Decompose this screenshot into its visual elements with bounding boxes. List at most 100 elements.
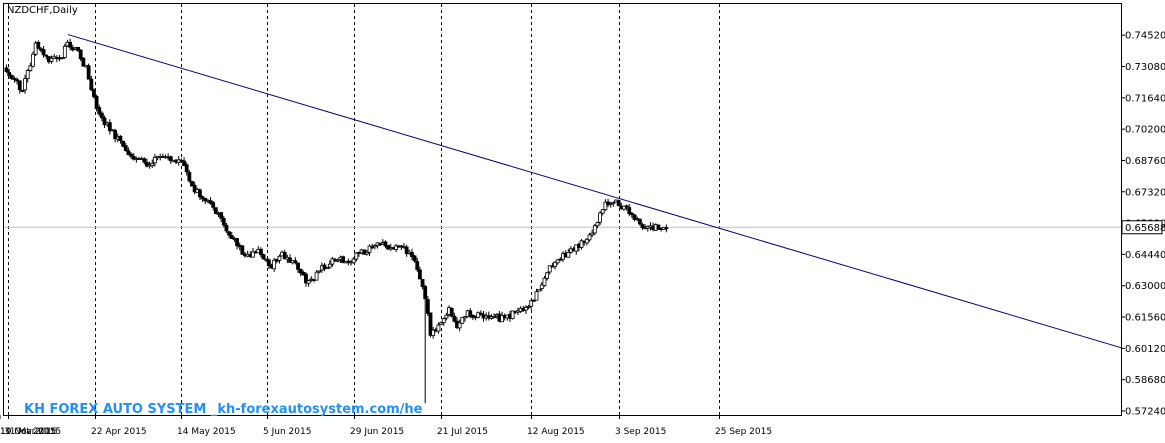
candle	[547, 265, 552, 275]
candle-body	[12, 78, 17, 80]
candle	[298, 268, 303, 277]
candle-body	[258, 248, 263, 255]
candle-body	[92, 89, 96, 98]
candle-body	[595, 222, 600, 227]
candle-body	[529, 300, 534, 307]
candle	[500, 311, 504, 323]
candle	[444, 312, 449, 321]
candle	[425, 296, 430, 317]
candle	[277, 254, 282, 264]
candle-body	[266, 259, 271, 267]
candle-body	[298, 268, 303, 274]
candle	[306, 279, 311, 287]
candle	[219, 212, 224, 223]
candle-body	[224, 224, 229, 232]
candle	[603, 199, 608, 212]
candle-body	[534, 291, 539, 301]
candle-body	[364, 251, 369, 255]
candle-body	[23, 78, 27, 91]
candle-body	[637, 218, 642, 225]
candle	[553, 260, 557, 270]
candle	[152, 154, 157, 167]
candle-body	[444, 314, 449, 319]
candle-body	[587, 234, 592, 241]
candle	[415, 257, 420, 272]
candle-body	[33, 42, 38, 55]
candle-body	[113, 130, 118, 140]
candle	[31, 51, 35, 68]
candle-body	[277, 255, 282, 261]
candle-body	[17, 80, 22, 91]
candle	[92, 88, 96, 99]
candle	[60, 56, 65, 60]
candle-body	[415, 261, 420, 271]
candle	[616, 199, 621, 207]
candle	[301, 270, 306, 276]
candle-body	[36, 42, 41, 49]
candle-body	[423, 286, 428, 300]
candle-body	[412, 255, 417, 262]
candle	[17, 80, 22, 94]
y-tick-label: 0.67320	[1125, 187, 1165, 198]
candle	[9, 74, 14, 81]
candle-body	[184, 164, 189, 173]
y-tick-label: 0.70200	[1125, 125, 1165, 136]
candle	[423, 284, 428, 404]
candle-body	[478, 312, 483, 315]
candle	[97, 104, 102, 117]
trendline[interactable]	[67, 34, 1122, 349]
candle-body	[317, 270, 322, 273]
candle	[190, 180, 194, 187]
candle-body	[664, 227, 669, 230]
x-tick-label: 5 Jun 2015	[263, 427, 311, 437]
candle-body	[545, 272, 549, 279]
candle-body	[476, 312, 481, 318]
candle	[476, 311, 481, 318]
candle	[240, 245, 245, 255]
candle	[410, 248, 414, 261]
candle	[452, 312, 457, 323]
candle	[622, 205, 626, 211]
x-tick-label: 31 Mar 2015	[4, 427, 61, 437]
candle-body	[656, 224, 661, 230]
candle-body	[600, 209, 605, 214]
candle	[317, 270, 322, 274]
candle	[457, 319, 462, 332]
candle-body	[62, 45, 67, 58]
candle	[184, 162, 189, 176]
candle	[404, 244, 409, 257]
candle-body	[49, 57, 54, 62]
candle-body	[142, 158, 147, 163]
candle-body	[616, 200, 621, 206]
candle	[354, 252, 359, 262]
candle	[192, 181, 197, 195]
candle	[129, 152, 133, 159]
candle	[439, 321, 444, 325]
candle	[529, 298, 534, 310]
candle	[224, 222, 229, 234]
candle-body	[121, 140, 125, 147]
candle	[41, 45, 46, 58]
candle-body	[314, 271, 319, 281]
candle	[431, 326, 436, 339]
candle-body	[526, 305, 531, 308]
candle	[25, 69, 30, 83]
candle	[68, 38, 72, 51]
candle-body	[7, 72, 12, 76]
candle	[81, 57, 86, 67]
candle	[261, 253, 266, 260]
candle	[7, 68, 12, 79]
candle-body	[603, 201, 608, 211]
candle-body	[123, 145, 128, 151]
candle-body	[539, 284, 544, 289]
candle	[327, 260, 332, 269]
candle	[107, 119, 112, 135]
candle-body	[272, 259, 277, 270]
candle-body	[68, 41, 72, 48]
x-tick-label: 3 Sep 2015	[615, 427, 666, 437]
candle	[630, 212, 634, 218]
candle	[351, 257, 356, 264]
candle-body	[325, 267, 330, 270]
candle-body	[327, 263, 332, 268]
candle-body	[240, 245, 245, 255]
